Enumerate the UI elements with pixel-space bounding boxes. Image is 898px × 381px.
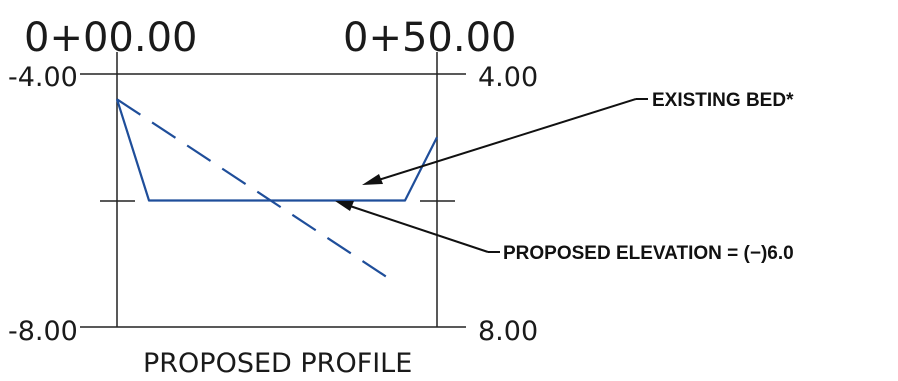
series-layer xyxy=(115,98,438,278)
proposed-elevation-leader xyxy=(335,201,500,253)
profile-caption: PROPOSED PROFILE xyxy=(143,348,412,379)
proposed-elevation-label: PROPOSED ELEVATION = (−)6.0 xyxy=(503,243,794,264)
proposed-elevation-line xyxy=(115,98,438,202)
elevation-label-top-right: 4.00 xyxy=(478,62,538,93)
elevation-label-top-left: -4.00 xyxy=(8,62,78,93)
station-label-start: 0+00.00 xyxy=(24,15,197,61)
elevation-label-bottom-left: -8.00 xyxy=(8,316,78,347)
existing-bed-label: EXISTING BED* xyxy=(652,90,794,111)
existing-bed-arrowhead xyxy=(362,174,383,185)
existing-bed-leader xyxy=(362,98,648,185)
existing-bed-line xyxy=(116,98,387,278)
elevation-label-bottom-right: 8.00 xyxy=(478,316,538,347)
proposed-elevation-arrowhead xyxy=(335,201,354,211)
station-label-end: 0+50.00 xyxy=(343,15,516,61)
